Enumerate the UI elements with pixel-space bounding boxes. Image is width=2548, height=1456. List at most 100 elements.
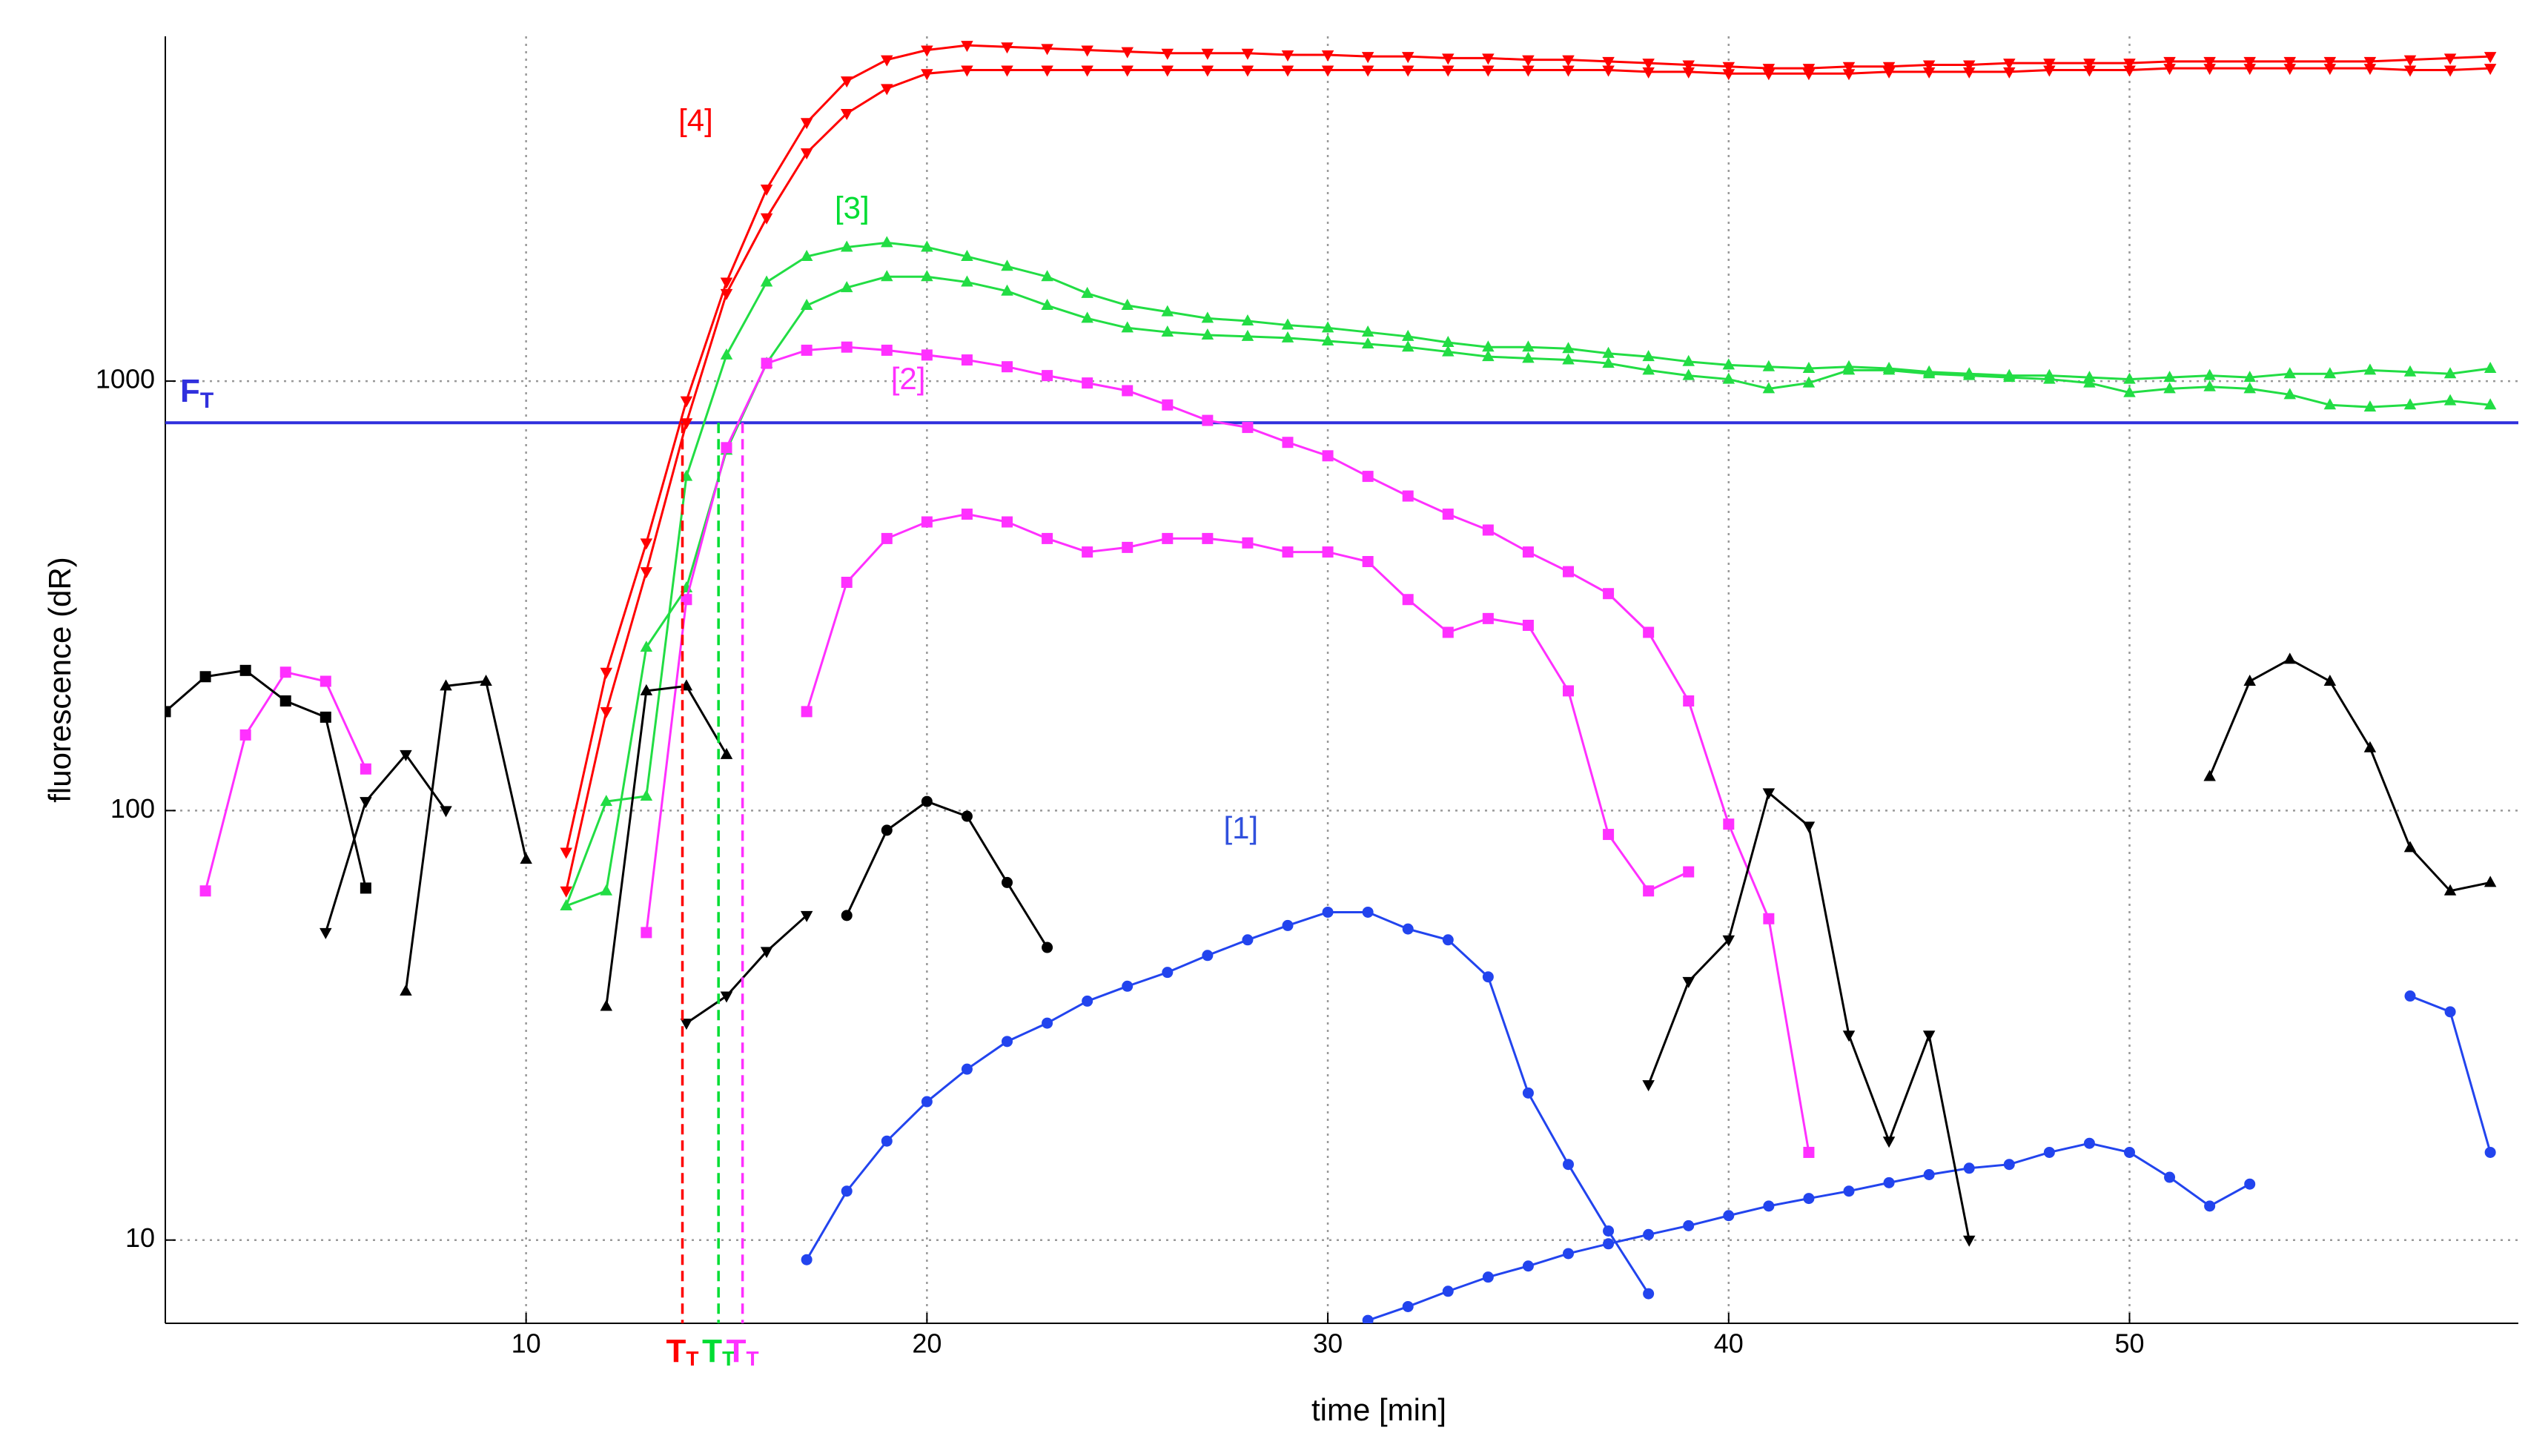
data-point <box>560 899 572 910</box>
data-point <box>1763 913 1775 924</box>
data-point <box>1442 65 1455 77</box>
data-point <box>640 538 653 550</box>
data-point <box>1082 995 1093 1007</box>
data-point <box>1522 1087 1534 1099</box>
data-point <box>2484 52 2497 64</box>
data-point <box>2043 59 2056 70</box>
data-point <box>2283 56 2297 68</box>
data-point <box>1321 50 1334 62</box>
data-point <box>720 991 733 1003</box>
data-point <box>921 45 933 57</box>
data-point <box>520 853 532 864</box>
data-point <box>1201 48 1214 60</box>
data-point <box>1482 53 1495 65</box>
data-point <box>921 270 933 282</box>
data-point <box>1361 65 1374 77</box>
data-point <box>2403 365 2417 377</box>
data-point <box>2003 371 2016 383</box>
data-point <box>2163 56 2176 68</box>
data-point <box>440 679 452 691</box>
data-point <box>1202 532 1214 544</box>
data-point <box>1482 65 1495 77</box>
data-point <box>1442 335 1455 347</box>
data-point <box>1482 1271 1494 1283</box>
series-line <box>404 680 528 992</box>
data-point <box>1762 382 1776 394</box>
crossing-label-sub: T <box>686 1347 698 1370</box>
data-point <box>239 664 251 676</box>
data-point <box>600 999 613 1011</box>
data-point <box>1122 385 1134 397</box>
data-point <box>2323 398 2337 410</box>
data-point <box>1682 60 1695 72</box>
data-point <box>1001 259 1013 271</box>
data-point <box>1361 337 1374 349</box>
data-point <box>921 69 933 81</box>
data-point <box>2323 64 2337 76</box>
data-point <box>801 706 813 718</box>
data-point <box>1402 923 1414 935</box>
data-point <box>1602 346 1615 358</box>
data-point <box>1922 367 1936 379</box>
data-point <box>2203 380 2216 391</box>
data-point <box>1603 588 1615 600</box>
data-point <box>1281 65 1294 77</box>
data-point <box>1682 368 1695 380</box>
data-point <box>2443 367 2457 379</box>
data-point <box>1683 695 1695 707</box>
series-line <box>1647 790 1970 1241</box>
x-tick-label: 10 <box>512 1328 541 1359</box>
data-point <box>1642 1080 1655 1092</box>
data-point <box>881 344 893 356</box>
data-point <box>600 884 613 896</box>
data-point <box>1242 934 1254 946</box>
data-point <box>1682 354 1695 366</box>
y-tick-label: 10 <box>125 1222 155 1253</box>
data-point <box>2124 1146 2136 1158</box>
data-point <box>2484 876 2497 887</box>
series-line <box>1367 995 2492 1322</box>
data-point <box>1002 1036 1013 1048</box>
data-point <box>1281 318 1294 330</box>
data-point <box>1882 67 1896 79</box>
data-point <box>2323 367 2337 379</box>
data-point <box>1682 976 1695 988</box>
data-point <box>961 509 973 520</box>
data-point <box>1001 42 1013 54</box>
data-point <box>760 947 773 959</box>
data-point <box>1041 299 1053 311</box>
data-point <box>2363 400 2377 412</box>
data-point <box>1002 361 1013 373</box>
series-line <box>565 44 2491 853</box>
data-point <box>1642 363 1655 375</box>
data-point <box>1683 1220 1695 1231</box>
data-point <box>1162 967 1174 979</box>
data-point <box>640 567 653 579</box>
data-point <box>1522 619 1534 631</box>
data-point <box>921 349 933 361</box>
data-point <box>961 1063 973 1075</box>
x-tick-label: 30 <box>1313 1328 1343 1359</box>
data-point <box>2244 1178 2256 1190</box>
data-point <box>1882 1136 1896 1148</box>
data-point <box>840 76 853 88</box>
data-point <box>1121 65 1134 77</box>
data-point <box>2123 59 2136 70</box>
data-point <box>1161 65 1174 77</box>
data-point <box>921 516 933 528</box>
data-point <box>1962 1235 1976 1247</box>
data-point <box>2443 53 2457 65</box>
data-point <box>600 795 613 807</box>
crossing-label: TT <box>727 1333 759 1371</box>
data-point <box>881 236 893 248</box>
data-point <box>199 885 211 897</box>
data-point <box>1401 52 1414 64</box>
series-line <box>605 684 728 1007</box>
data-point <box>600 707 613 718</box>
data-point <box>1602 56 1615 68</box>
data-point <box>1563 1159 1575 1171</box>
data-point <box>1602 65 1615 77</box>
data-point <box>640 684 653 695</box>
data-point <box>1201 311 1214 323</box>
